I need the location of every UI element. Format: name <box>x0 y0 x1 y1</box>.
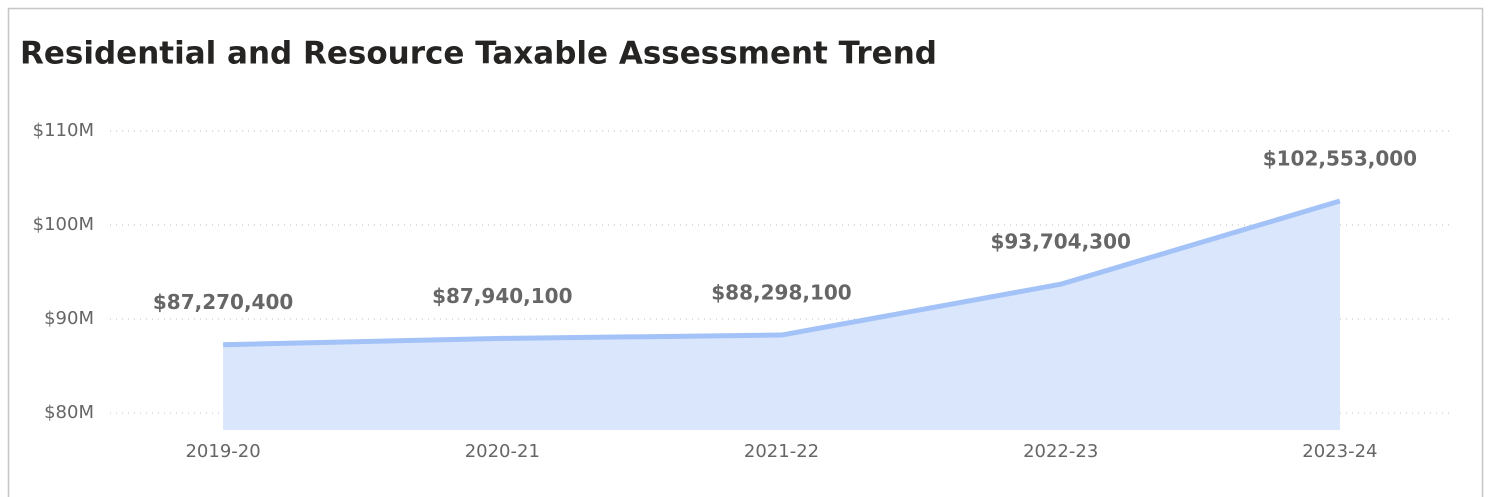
x-tick-label: 2019-20 <box>185 441 260 462</box>
x-tick-label: 2022-23 <box>1023 441 1098 462</box>
chart-title: Residential and Resource Taxable Assessm… <box>20 36 937 72</box>
y-tick-label: $110M <box>33 120 94 141</box>
data-label: $102,553,000 <box>1263 147 1417 171</box>
y-tick-label: $80M <box>44 402 94 423</box>
y-tick-label: $100M <box>33 214 94 235</box>
y-tick-label: $90M <box>44 308 94 329</box>
area-fill <box>223 201 1340 430</box>
data-label: $87,940,100 <box>432 284 572 308</box>
area-line <box>223 198 1341 348</box>
data-label: $87,270,400 <box>153 290 293 314</box>
x-tick-label: 2021-22 <box>744 441 819 462</box>
x-tick-label: 2020-21 <box>465 441 540 462</box>
data-label: $93,704,300 <box>990 230 1130 254</box>
x-tick-label: 2023-24 <box>1302 441 1377 462</box>
data-label: $88,298,100 <box>711 281 851 305</box>
